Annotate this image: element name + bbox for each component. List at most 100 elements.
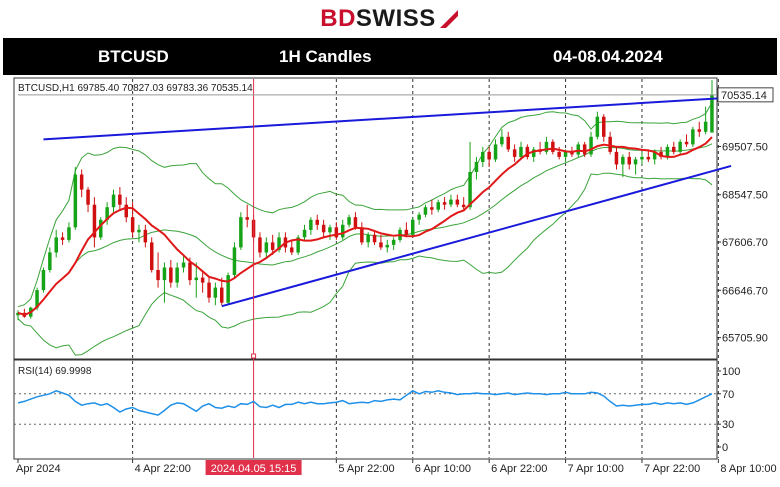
x-tick-label: 7 Apr 22:00 (644, 463, 700, 475)
candle-body (608, 136, 612, 152)
candle-body (468, 172, 472, 208)
candle-body (194, 277, 198, 281)
candle-body (239, 217, 243, 248)
lower-trendline (221, 165, 732, 308)
candle-body (48, 252, 52, 270)
candle-body (226, 275, 230, 303)
candle-body (118, 194, 122, 205)
candle-body (621, 156, 625, 165)
candle-body (366, 234, 370, 243)
bollinger-middle-line (17, 143, 713, 316)
candle-body (67, 227, 71, 240)
candle-body (379, 242, 383, 248)
logo-arrow-icon (439, 10, 458, 28)
current-price-box (717, 87, 774, 103)
candle-body (86, 189, 90, 205)
candle-body (646, 156, 651, 160)
candle-body (481, 151, 485, 162)
candle-body (423, 207, 428, 215)
candle-body (334, 227, 339, 238)
candle-body (73, 174, 78, 228)
candle-body (347, 217, 351, 225)
candle-body (576, 144, 580, 155)
highlighted-time-box (205, 460, 302, 475)
candle-body (506, 136, 510, 150)
candle-body (659, 151, 663, 157)
highlighted-time-label: 2024.04.05 15:15 (211, 463, 297, 475)
candle-body (79, 174, 84, 190)
candle-body (449, 199, 453, 205)
candle-body (321, 224, 326, 233)
rsi-tick-label: 0 (722, 442, 728, 454)
candle-body (678, 141, 682, 152)
candle-body (111, 194, 116, 208)
candle-body (175, 267, 179, 283)
candle-body (258, 237, 262, 253)
candle-body (455, 199, 460, 205)
candle-body (684, 141, 689, 145)
candle-body (691, 129, 695, 145)
candle-body (181, 262, 186, 268)
x-tick-label: Apr 2024 (16, 463, 61, 475)
candle-body (353, 217, 358, 228)
candle-body (270, 242, 275, 250)
x-tick-label: 7 Apr 10:00 (568, 463, 624, 475)
candle-body (672, 146, 676, 152)
price-tick-label: 66646.70 (722, 285, 768, 297)
x-tick-label: 6 Apr 10:00 (415, 463, 471, 475)
candle-body (315, 219, 319, 225)
candle-body (60, 237, 65, 240)
candle-body (232, 247, 237, 275)
candle-body (697, 129, 701, 132)
price-tick-label: 67606.70 (722, 237, 768, 249)
candle-body (130, 217, 135, 233)
candle-body (582, 144, 587, 155)
candle-body (200, 277, 205, 283)
candle-body (633, 159, 638, 165)
candle-body (665, 146, 670, 157)
candle-body (207, 282, 211, 298)
header-timeframe: 1H Candles (279, 47, 372, 66)
rsi-tick-label: 30 (722, 419, 734, 431)
candle-body (436, 202, 440, 210)
logo-swiss-text: SWISS (355, 5, 436, 32)
candle-body (602, 116, 606, 137)
candle-body (404, 229, 409, 235)
candle-body (41, 270, 46, 291)
highlighted-time-marker (251, 353, 257, 359)
x-tick-label: 5 Apr 22:00 (338, 463, 394, 475)
moving-average-line (17, 136, 713, 316)
candle-body (474, 161, 479, 172)
candle-body (487, 151, 491, 160)
candle-body (563, 151, 568, 157)
candle-body (595, 116, 600, 137)
symbol-info-line: BTCUSD,H1 69785.40 70827.03 69783.36 705… (18, 83, 253, 94)
candle-body (411, 219, 415, 235)
candle-body (124, 204, 128, 218)
logo: BDSWISS (0, 0, 780, 38)
candle-body (143, 229, 148, 243)
x-tick-label: 6 Apr 22:00 (491, 463, 547, 475)
candle-body (570, 151, 574, 155)
candle-body (35, 290, 39, 308)
candle-body (92, 204, 97, 238)
candle-body (360, 227, 364, 243)
rsi-line (17, 389, 713, 416)
candle-body (169, 267, 173, 283)
candle-body (309, 219, 313, 230)
rsi-panel-frame (13, 359, 718, 460)
candle-body (372, 234, 377, 243)
candle-body (493, 144, 498, 160)
bollinger-lower-line (17, 172, 713, 356)
candle-body (417, 214, 421, 220)
price-tick-label: 68547.50 (722, 190, 768, 202)
candle-body (105, 207, 109, 220)
candle-body (302, 229, 307, 238)
candle-body (652, 151, 657, 160)
x-tick-label: 8 Apr 10:00 (720, 463, 776, 475)
candle-body (162, 267, 167, 281)
header-symbol: BTCUSD (98, 47, 169, 66)
candle-body (54, 237, 58, 253)
candle-body (296, 237, 300, 253)
x-tick-label: 4 Apr 22:00 (135, 463, 191, 475)
